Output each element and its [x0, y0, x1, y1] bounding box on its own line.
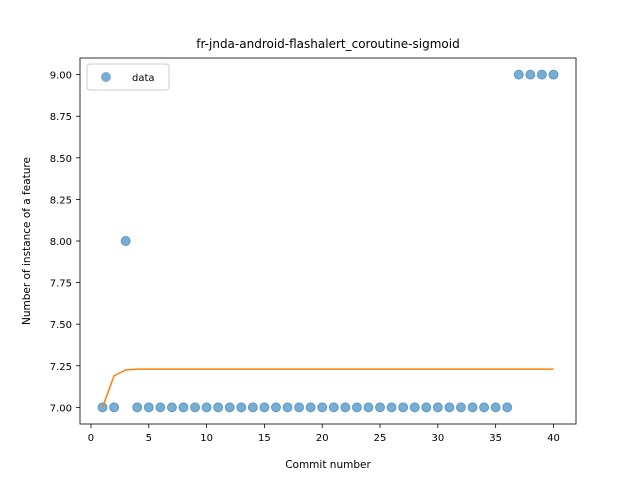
y-tick-label: 8.25	[50, 195, 72, 206]
x-tick-label: 20	[316, 433, 329, 444]
data-point	[201, 402, 212, 413]
x-tick-label: 35	[489, 433, 502, 444]
data-point	[155, 402, 166, 413]
data-point	[375, 402, 386, 413]
axis-ticks: 0 5 10 15 20 25 30 35 40 7.00 7.25 7.50 7.75 8.00 8.25…	[50, 71, 560, 444]
y-tick-label: 7.25	[50, 362, 72, 373]
data-point	[236, 402, 247, 413]
data-point	[502, 402, 513, 413]
data-point	[490, 402, 501, 413]
data-point	[479, 402, 490, 413]
data-point	[340, 402, 351, 413]
data-point	[363, 402, 374, 413]
y-tick-label: 7.00	[50, 403, 72, 414]
x-axis-label: Commit number	[285, 459, 371, 471]
y-tick-label: 8.50	[50, 154, 72, 165]
data-point	[351, 402, 362, 413]
data-point	[536, 69, 547, 80]
data-point	[132, 402, 143, 413]
x-tick-label: 15	[258, 433, 271, 444]
data-point	[421, 402, 432, 413]
data-point	[294, 402, 305, 413]
data-point	[548, 69, 559, 80]
data-point	[109, 402, 120, 413]
x-tick-label: 5	[146, 433, 152, 444]
data-point	[259, 402, 270, 413]
data-point	[432, 402, 443, 413]
data-point	[270, 402, 281, 413]
data-point	[97, 402, 108, 413]
data-point	[305, 402, 316, 413]
data-point	[190, 402, 201, 413]
sigmoid-fit-line	[101, 368, 554, 408]
data-point	[282, 402, 293, 413]
chart-title: fr-jnda-android-flashalert_coroutine-sig…	[196, 37, 459, 51]
x-tick-label: 25	[374, 433, 387, 444]
data-point	[398, 402, 409, 413]
y-tick-label: 7.75	[50, 279, 72, 290]
y-axis-label: Number of instance of a feature	[21, 157, 33, 325]
data-point	[224, 402, 235, 413]
data-point	[444, 402, 455, 413]
x-tick-label: 40	[547, 433, 560, 444]
data-point	[178, 402, 189, 413]
data-point	[525, 69, 536, 80]
data-point	[317, 402, 328, 413]
legend-marker-data	[101, 72, 111, 82]
data-point	[143, 402, 154, 413]
data-point	[213, 402, 224, 413]
y-tick-label: 7.50	[50, 320, 72, 331]
legend: data	[86, 63, 170, 91]
x-tick-label: 10	[200, 433, 213, 444]
data-point	[247, 402, 258, 413]
y-tick-label: 8.00	[50, 237, 72, 248]
data-point	[467, 402, 478, 413]
x-tick-label: 0	[88, 433, 94, 444]
data-point	[455, 402, 466, 413]
legend-box	[86, 63, 170, 91]
legend-label-data: data	[132, 73, 155, 84]
data-point	[409, 402, 420, 413]
data-point	[166, 402, 177, 413]
y-tick-label: 9.00	[50, 71, 72, 82]
plot-marks	[97, 69, 559, 413]
x-tick-label: 30	[431, 433, 444, 444]
data-point	[328, 402, 339, 413]
y-tick-label: 8.75	[50, 112, 72, 123]
data-point	[120, 236, 131, 246]
data-point	[513, 69, 524, 80]
data-point	[386, 402, 397, 413]
